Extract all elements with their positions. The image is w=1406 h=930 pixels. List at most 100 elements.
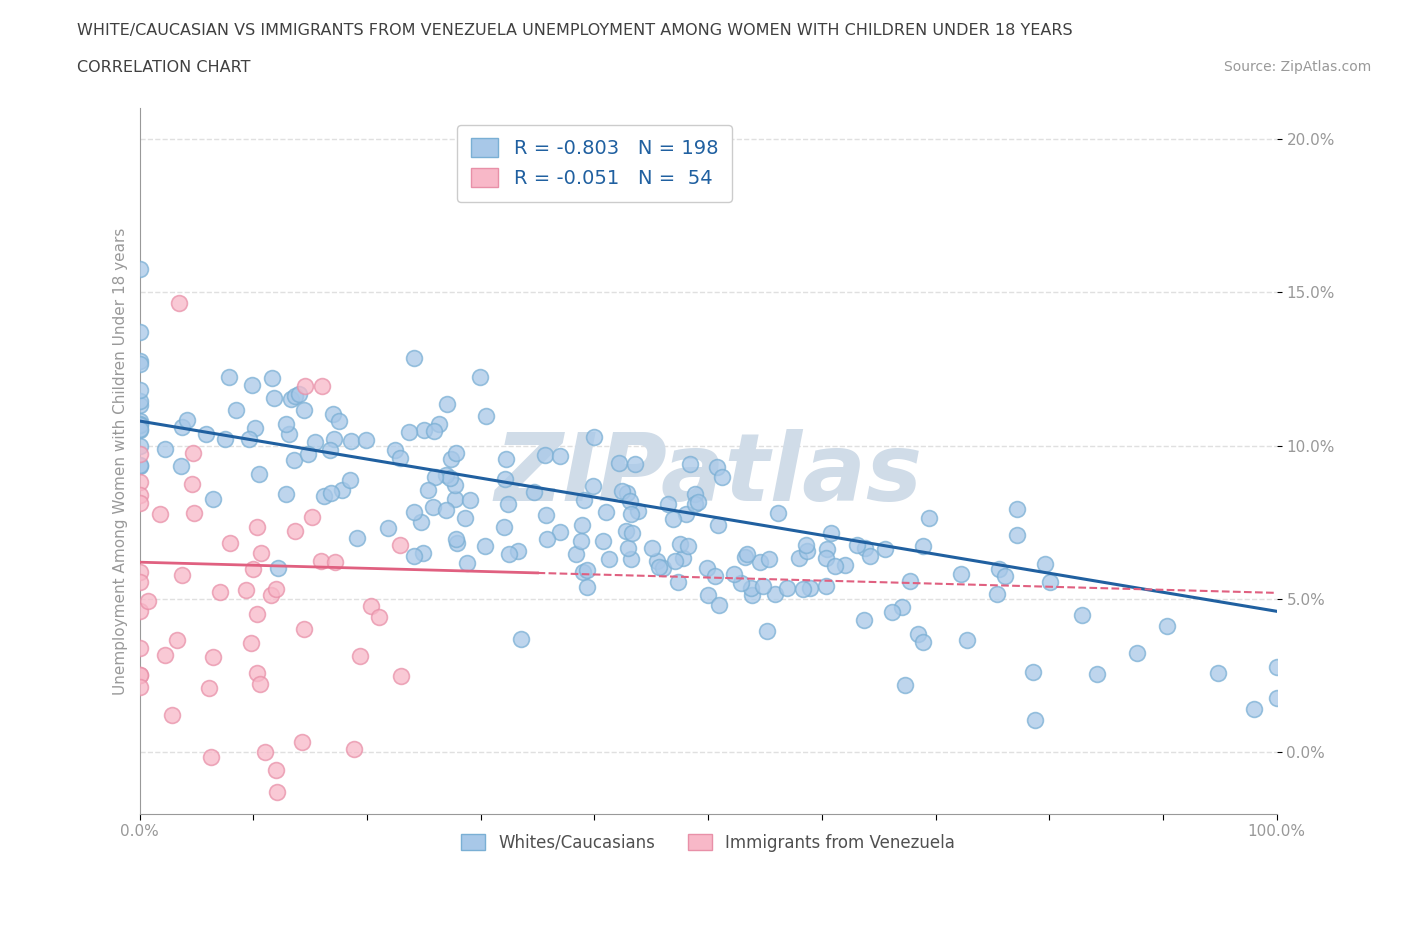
Point [619, 494, 641, 509]
Point [1126, 645, 1149, 660]
Point [413, 422, 436, 437]
Point [787, 551, 810, 565]
Point [576, 579, 599, 594]
Point [799, 580, 821, 595]
Point [763, 587, 786, 602]
Point [323, 554, 346, 569]
Point [128, 458, 150, 473]
Point [198, 681, 221, 696]
Point [1007, 527, 1029, 542]
Point [422, 499, 444, 514]
Point [136, 593, 159, 608]
Point [128, 353, 150, 368]
Point [128, 418, 150, 432]
Point [242, 562, 264, 577]
Point [266, 561, 288, 576]
Point [845, 538, 868, 552]
Point [859, 549, 882, 564]
Point [202, 650, 225, 665]
Point [250, 546, 273, 561]
Point [423, 470, 446, 485]
Point [128, 357, 150, 372]
Point [427, 417, 450, 432]
Point [314, 488, 336, 503]
Point [617, 540, 640, 555]
Point [440, 452, 463, 467]
Point [796, 538, 818, 552]
Point [278, 426, 301, 441]
Point [534, 447, 557, 462]
Point [287, 387, 309, 402]
Point [218, 369, 240, 384]
Point [254, 745, 277, 760]
Point [1243, 702, 1265, 717]
Point [662, 512, 685, 526]
Point [260, 370, 283, 385]
Point [181, 445, 204, 460]
Point [494, 472, 516, 486]
Point [475, 408, 498, 423]
Point [128, 413, 150, 428]
Point [446, 445, 468, 460]
Point [239, 636, 262, 651]
Point [824, 558, 846, 573]
Point [384, 443, 406, 458]
Point [328, 414, 350, 429]
Point [735, 547, 758, 562]
Point [1265, 660, 1288, 675]
Point [411, 514, 433, 529]
Point [614, 524, 637, 538]
Point [468, 369, 491, 384]
Point [495, 451, 517, 466]
Point [202, 492, 225, 507]
Point [247, 467, 270, 482]
Point [128, 325, 150, 339]
Point [707, 597, 730, 612]
Point [1039, 575, 1062, 590]
Point [748, 554, 770, 569]
Point [284, 524, 307, 538]
Point [672, 551, 695, 565]
Point [404, 351, 426, 365]
Point [536, 531, 558, 546]
Point [389, 669, 412, 684]
Point [167, 296, 190, 311]
Point [446, 536, 468, 551]
Point [1085, 667, 1108, 682]
Point [368, 610, 391, 625]
Point [402, 548, 425, 563]
Point [1071, 608, 1094, 623]
Point [707, 518, 730, 533]
Point [322, 432, 344, 446]
Point [834, 558, 856, 573]
Point [128, 641, 150, 656]
Point [852, 612, 875, 627]
Point [894, 677, 917, 692]
Point [723, 566, 745, 581]
Text: CORRELATION CHART: CORRELATION CHART [77, 60, 250, 75]
Point [389, 538, 412, 552]
Point [294, 379, 316, 394]
Point [815, 541, 838, 556]
Point [820, 525, 842, 540]
Point [595, 505, 617, 520]
Point [311, 553, 333, 568]
Point [875, 541, 897, 556]
Point [651, 561, 673, 576]
Point [284, 389, 307, 404]
Point [166, 632, 188, 647]
Point [404, 504, 426, 519]
Point [346, 530, 368, 545]
Point [354, 432, 377, 447]
Point [128, 393, 150, 408]
Point [263, 391, 285, 405]
Point [128, 487, 150, 502]
Point [572, 565, 595, 579]
Point [730, 575, 752, 590]
Point [434, 468, 457, 483]
Point [176, 412, 198, 427]
Point [458, 492, 481, 507]
Point [666, 575, 689, 590]
Point [128, 667, 150, 682]
Point [128, 438, 150, 453]
